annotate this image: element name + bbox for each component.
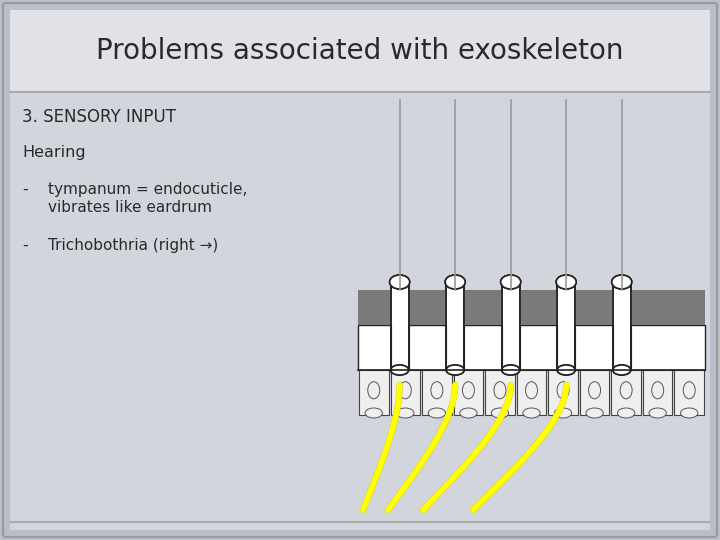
Ellipse shape — [500, 275, 521, 289]
Ellipse shape — [620, 382, 632, 399]
Bar — [454, 370, 483, 415]
Bar — [557, 282, 575, 370]
Ellipse shape — [491, 408, 508, 418]
Ellipse shape — [588, 382, 600, 399]
Ellipse shape — [500, 275, 521, 289]
Bar — [358, 325, 705, 370]
Ellipse shape — [557, 365, 575, 375]
Ellipse shape — [612, 275, 631, 289]
Ellipse shape — [557, 365, 575, 375]
Text: Trichobothria (right →): Trichobothria (right →) — [48, 238, 218, 253]
Ellipse shape — [613, 365, 631, 375]
Bar — [631, 290, 705, 325]
Text: 3. SENSORY INPUT: 3. SENSORY INPUT — [22, 108, 176, 126]
Ellipse shape — [400, 382, 411, 399]
Bar — [613, 282, 631, 370]
Text: -: - — [22, 182, 28, 197]
Ellipse shape — [554, 408, 572, 418]
Ellipse shape — [494, 382, 506, 399]
Bar — [611, 370, 641, 415]
Bar — [464, 290, 502, 325]
Bar — [485, 370, 515, 415]
Ellipse shape — [683, 382, 696, 399]
Bar — [409, 290, 446, 325]
Ellipse shape — [523, 408, 540, 418]
Ellipse shape — [612, 275, 631, 289]
Bar — [446, 282, 464, 370]
Ellipse shape — [446, 365, 464, 375]
Bar — [358, 290, 391, 325]
Bar — [358, 290, 705, 325]
Ellipse shape — [445, 275, 465, 289]
Ellipse shape — [557, 275, 576, 289]
Ellipse shape — [586, 408, 603, 418]
Ellipse shape — [428, 408, 446, 418]
Bar — [517, 370, 546, 415]
Ellipse shape — [365, 408, 382, 418]
Ellipse shape — [462, 382, 474, 399]
Bar — [502, 282, 520, 370]
Ellipse shape — [446, 365, 464, 375]
Bar — [10, 92, 710, 530]
Bar — [502, 282, 520, 370]
Ellipse shape — [397, 408, 414, 418]
Ellipse shape — [390, 275, 410, 289]
Bar — [548, 370, 578, 415]
Ellipse shape — [460, 408, 477, 418]
Bar — [10, 10, 710, 92]
Ellipse shape — [502, 365, 520, 375]
Bar — [675, 370, 704, 415]
Ellipse shape — [445, 275, 465, 289]
Ellipse shape — [390, 275, 410, 289]
Bar — [520, 290, 557, 325]
Text: -: - — [22, 238, 28, 253]
Bar — [575, 290, 613, 325]
Ellipse shape — [368, 382, 379, 399]
Bar — [390, 370, 420, 415]
Bar — [391, 282, 409, 370]
Bar — [643, 370, 672, 415]
Bar — [359, 370, 389, 415]
FancyBboxPatch shape — [3, 3, 717, 537]
Ellipse shape — [613, 365, 631, 375]
Text: tympanum = endocuticle,: tympanum = endocuticle, — [48, 182, 248, 197]
Ellipse shape — [391, 365, 409, 375]
Text: vibrates like eardrum: vibrates like eardrum — [48, 200, 212, 215]
Ellipse shape — [618, 408, 635, 418]
Text: Hearing: Hearing — [22, 145, 86, 160]
Ellipse shape — [431, 382, 443, 399]
Bar — [446, 282, 464, 370]
Ellipse shape — [649, 408, 666, 418]
Ellipse shape — [680, 408, 698, 418]
Bar — [580, 370, 609, 415]
Text: Problems associated with exoskeleton: Problems associated with exoskeleton — [96, 37, 624, 65]
Ellipse shape — [502, 365, 520, 375]
Bar — [422, 370, 451, 415]
Ellipse shape — [557, 382, 569, 399]
Bar — [391, 282, 409, 370]
Bar — [613, 282, 631, 370]
Bar — [557, 282, 575, 370]
Ellipse shape — [391, 365, 409, 375]
Ellipse shape — [557, 275, 576, 289]
Ellipse shape — [526, 382, 538, 399]
Ellipse shape — [652, 382, 664, 399]
